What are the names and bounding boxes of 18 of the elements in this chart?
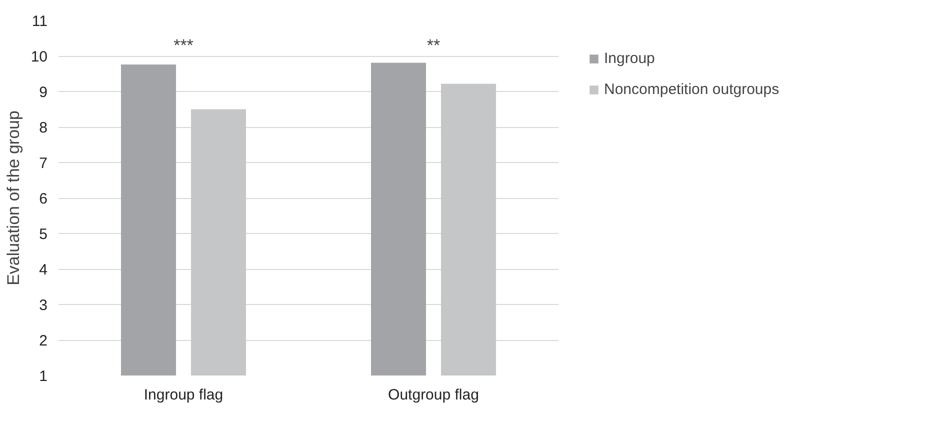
y-tick-label: 2 [39,332,48,350]
y-tick-label: 1 [39,368,48,385]
y-tick-label: 3 [39,297,48,314]
x-tick-label: Outgroup flag [388,386,479,404]
y-tick-label: 6 [39,190,48,208]
y-tick-label: 4 [39,262,48,278]
y-tick-label: 5 [39,226,48,243]
annotation: *** [174,36,194,55]
y-tick-label: 8 [39,120,48,136]
y-tick-label: 9 [39,84,48,101]
y-tick-label: 11 [32,13,48,30]
annotation: ** [426,36,440,55]
legend-label: Noncompetition outgroups [604,81,780,98]
y-tick-label: 7 [39,155,48,172]
y-tick-label: 10 [30,48,48,66]
x-tick-label: Ingroup flag [144,386,224,404]
y-axis-title: Evaluation of the group [4,110,23,286]
legend-label: Ingroup [604,50,655,67]
